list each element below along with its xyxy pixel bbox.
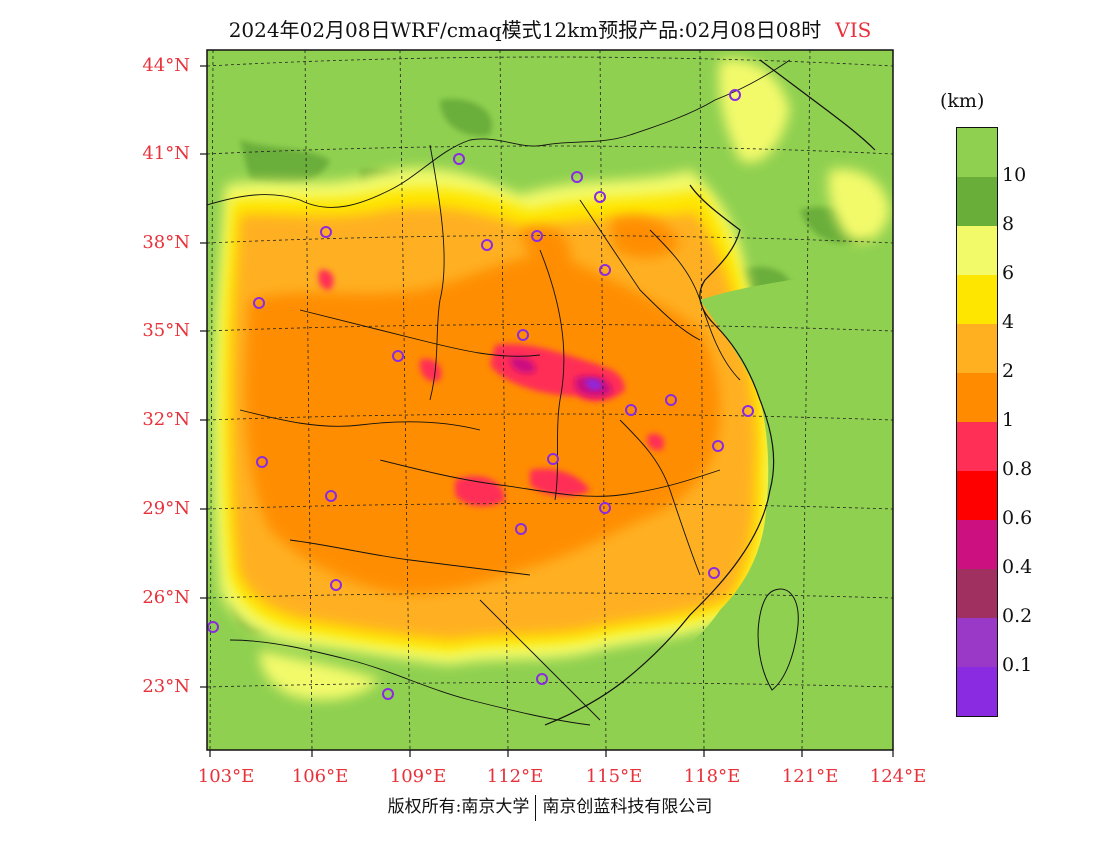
vis-field-0.8km xyxy=(318,269,665,507)
legend-swatch xyxy=(957,128,997,177)
legend-swatch xyxy=(957,520,997,569)
lon-label: 109°E xyxy=(389,766,447,787)
legend-label: 2 xyxy=(1002,360,1015,382)
lon-label: 103°E xyxy=(197,766,255,787)
legend-unit: (km) xyxy=(940,90,985,112)
legend-swatch xyxy=(957,177,997,226)
lat-label: 41°N xyxy=(142,143,190,164)
legend-label: 0.2 xyxy=(1002,605,1033,627)
legend-label: 0.4 xyxy=(1002,556,1033,578)
lat-label: 44°N xyxy=(142,55,190,76)
legend-swatch xyxy=(957,618,997,667)
vis-field-1km xyxy=(245,216,720,594)
legend-label: 8 xyxy=(1002,213,1015,235)
legend-swatch xyxy=(957,667,997,716)
copyright-right: 南京创蓝科技有限公司 xyxy=(542,797,713,817)
legend-label: 0.8 xyxy=(1002,458,1033,480)
legend-label: 1 xyxy=(1002,409,1015,431)
legend-swatch xyxy=(957,275,997,324)
title-variable: VIS xyxy=(835,18,872,42)
lon-label: 118°E xyxy=(683,766,741,787)
lat-label: 23°N xyxy=(142,676,190,697)
legend-label: 0.6 xyxy=(1002,507,1033,529)
sea-region xyxy=(539,280,893,750)
copyright-left: 版权所有:南京大学 xyxy=(387,797,530,817)
legend-swatch xyxy=(957,226,997,275)
taiwan-island xyxy=(757,588,799,691)
axis-ticks xyxy=(200,65,894,757)
legend-label: 0.1 xyxy=(1002,654,1033,676)
copyright-line: 版权所有:南京大学 南京创蓝科技有限公司 xyxy=(0,792,1100,821)
lon-label: 124°E xyxy=(869,766,927,787)
vis-field-0.1km xyxy=(585,379,603,390)
legend-swatch xyxy=(957,373,997,422)
copyright-separator xyxy=(535,794,537,821)
legend-swatch xyxy=(957,471,997,520)
graticule xyxy=(207,50,893,750)
legend-label: 4 xyxy=(1002,311,1015,333)
lon-label: 115°E xyxy=(585,766,643,787)
title-main: 2024年02月08日WRF/cmaq模式12km预报产品:02月08日08时 xyxy=(228,18,822,42)
legend-label: 6 xyxy=(1002,262,1015,284)
province-boundaries xyxy=(207,59,791,726)
map-frame xyxy=(206,49,894,751)
color-legend xyxy=(956,127,998,717)
map-title: 2024年02月08日WRF/cmaq模式12km预报产品:02月08日08时 V… xyxy=(0,14,1100,43)
lat-label: 32°N xyxy=(142,409,190,430)
lon-label: 106°E xyxy=(291,766,349,787)
legend-label: 10 xyxy=(1002,164,1027,186)
legend-swatch xyxy=(957,422,997,471)
legend-swatch xyxy=(957,324,997,373)
lon-label: 121°E xyxy=(781,766,839,787)
lat-label: 35°N xyxy=(142,320,190,341)
lat-label: 29°N xyxy=(142,498,190,519)
lon-label: 112°E xyxy=(486,766,544,787)
lat-label: 26°N xyxy=(142,587,190,608)
legend-swatch xyxy=(957,569,997,618)
city-markers xyxy=(207,89,754,700)
lat-label: 38°N xyxy=(142,232,190,253)
coastline xyxy=(544,59,876,726)
